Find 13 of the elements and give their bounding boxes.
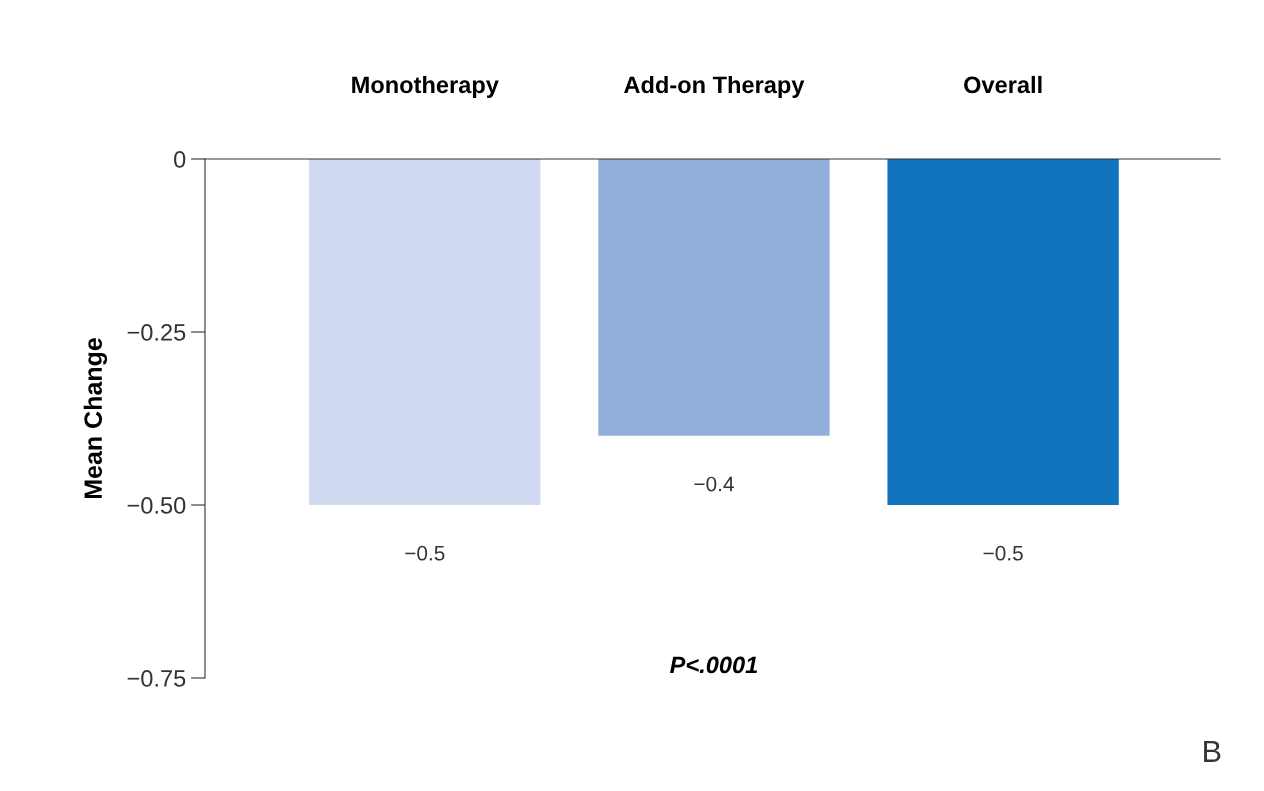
y-tick-label: −0.50 xyxy=(127,497,186,514)
x-tick-label: Add-on Therapy xyxy=(624,75,805,98)
annotation: P<.0001 xyxy=(670,656,757,674)
data-label: −0.5 xyxy=(983,545,1023,561)
y-tick-label: −0.25 xyxy=(127,324,186,341)
y-tick-label: 0 xyxy=(174,151,186,168)
text: B xyxy=(1204,740,1221,762)
x-tick-label: Overall xyxy=(964,75,1042,94)
data-label: −0.5 xyxy=(405,545,445,561)
data-label: −0.4 xyxy=(694,476,734,492)
x-tick-label: Monotherapy xyxy=(352,75,499,98)
y-axis-title: Mean Change xyxy=(83,338,108,499)
y-tick-label: −0.75 xyxy=(127,670,186,687)
